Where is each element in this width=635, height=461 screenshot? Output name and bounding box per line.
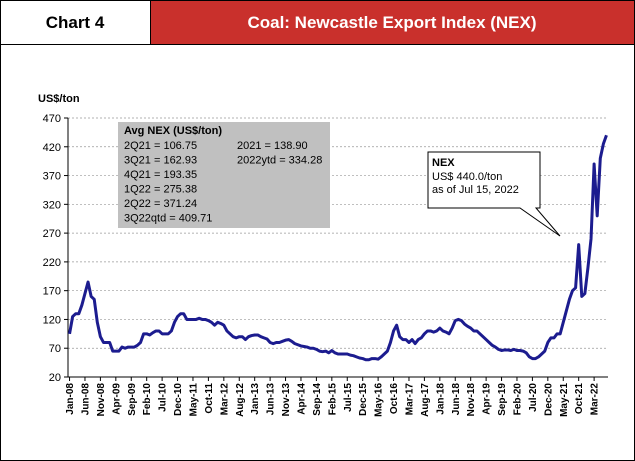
x-tick-label: Aug-17: [420, 383, 431, 417]
x-tick-label: Nov-18: [466, 383, 477, 417]
x-tick-label: Jun-13: [266, 383, 277, 416]
x-tick-label: Feb-20: [512, 383, 523, 416]
x-tick-label: Dec-20: [543, 383, 554, 416]
average-item: 1Q22 = 275.38: [124, 184, 197, 196]
callout-line: as of Jul 15, 2022: [432, 184, 519, 196]
y-tick-label: 270: [43, 228, 61, 240]
x-tick-label: Nov-13: [281, 383, 292, 417]
x-tick-label: Oct-16: [389, 383, 400, 415]
x-tick-label: Sep-09: [127, 383, 138, 416]
y-tick-label: 420: [43, 142, 61, 154]
x-tick-label: Jul-20: [528, 383, 539, 412]
x-tick-label: Jun-08: [80, 383, 91, 416]
y-tick-label: 120: [43, 314, 61, 326]
x-tick-label: May-21: [559, 383, 570, 417]
y-tick-label: 20: [49, 372, 61, 384]
x-tick-label: Mar-22: [590, 383, 601, 416]
x-tick-label: Dec-10: [173, 383, 184, 416]
header-title-box: [150, 0, 635, 45]
average-item: 3Q22qtd = 409.71: [124, 213, 212, 225]
x-tick-label: Jul-10: [158, 383, 169, 412]
average-item: 3Q21 = 162.93: [124, 155, 197, 167]
x-tick-label: Jan-18: [435, 383, 446, 415]
averages-title: Avg NEX (US$/ton): [124, 125, 222, 137]
x-tick-label: Mar-12: [219, 383, 230, 416]
header-label-box: [0, 0, 151, 45]
y-tick-label: 70: [49, 343, 61, 355]
header-label: Chart 4: [46, 13, 105, 32]
averages-box: [118, 122, 330, 228]
x-tick-label: Apr-19: [482, 383, 493, 415]
x-tick-label: Jan-08: [65, 383, 76, 415]
y-tick-label: 320: [43, 199, 61, 211]
callout-title: NEX: [432, 157, 455, 169]
x-tick-label: May-11: [188, 383, 199, 417]
averages: 2Q21 = 106.75 3Q21 = 162.93 4Q21 = 193.35 1…: [124, 140, 322, 225]
x-tick-label: Sep-14: [312, 383, 323, 416]
x-tick-label: Apr-09: [111, 383, 122, 415]
x-tick-label: Aug-12: [235, 383, 246, 417]
average-item: 2021 = 138.90: [237, 140, 308, 152]
average-item: 2Q21 = 106.75: [124, 140, 197, 152]
series-line: [68, 134, 608, 362]
y-tick-label: 370: [43, 171, 61, 183]
callout-line: US$ 440.0/ton: [432, 171, 502, 183]
x-tick-label: Oct-11: [204, 383, 215, 414]
x-tick-label: Apr-14: [296, 383, 307, 415]
callout-box: [427, 151, 561, 237]
x-tick-label: Jul-15: [343, 383, 354, 412]
average-item: 4Q21 = 193.35: [124, 169, 197, 181]
x-tick-label: Mar-17: [404, 383, 415, 416]
x-tick-label: Feb-10: [142, 383, 153, 416]
y-tick-label: 220: [43, 257, 61, 269]
y-tick-label: 470: [43, 113, 61, 125]
header-title: Coal: Newcastle Export Index (NEX): [247, 13, 536, 32]
y-tick-label: 170: [43, 286, 61, 298]
average-item: 2Q22 = 371.24: [124, 198, 197, 210]
x-tick-label: Oct-21: [574, 383, 585, 415]
average-item: 2022ytd = 334.28: [237, 155, 322, 167]
x-tick-label: May-16: [374, 383, 385, 417]
x-tick-label: Feb-15: [327, 383, 338, 416]
y-axis-label: US$/ton: [38, 93, 80, 105]
x-tick-label: Sep-19: [497, 383, 508, 416]
x-tick-label: Jan-13: [250, 383, 261, 415]
x-tick-label: Nov-08: [96, 383, 107, 417]
x-tick-label: Dec-15: [358, 383, 369, 416]
x-tick-label: Jun-18: [451, 383, 462, 416]
